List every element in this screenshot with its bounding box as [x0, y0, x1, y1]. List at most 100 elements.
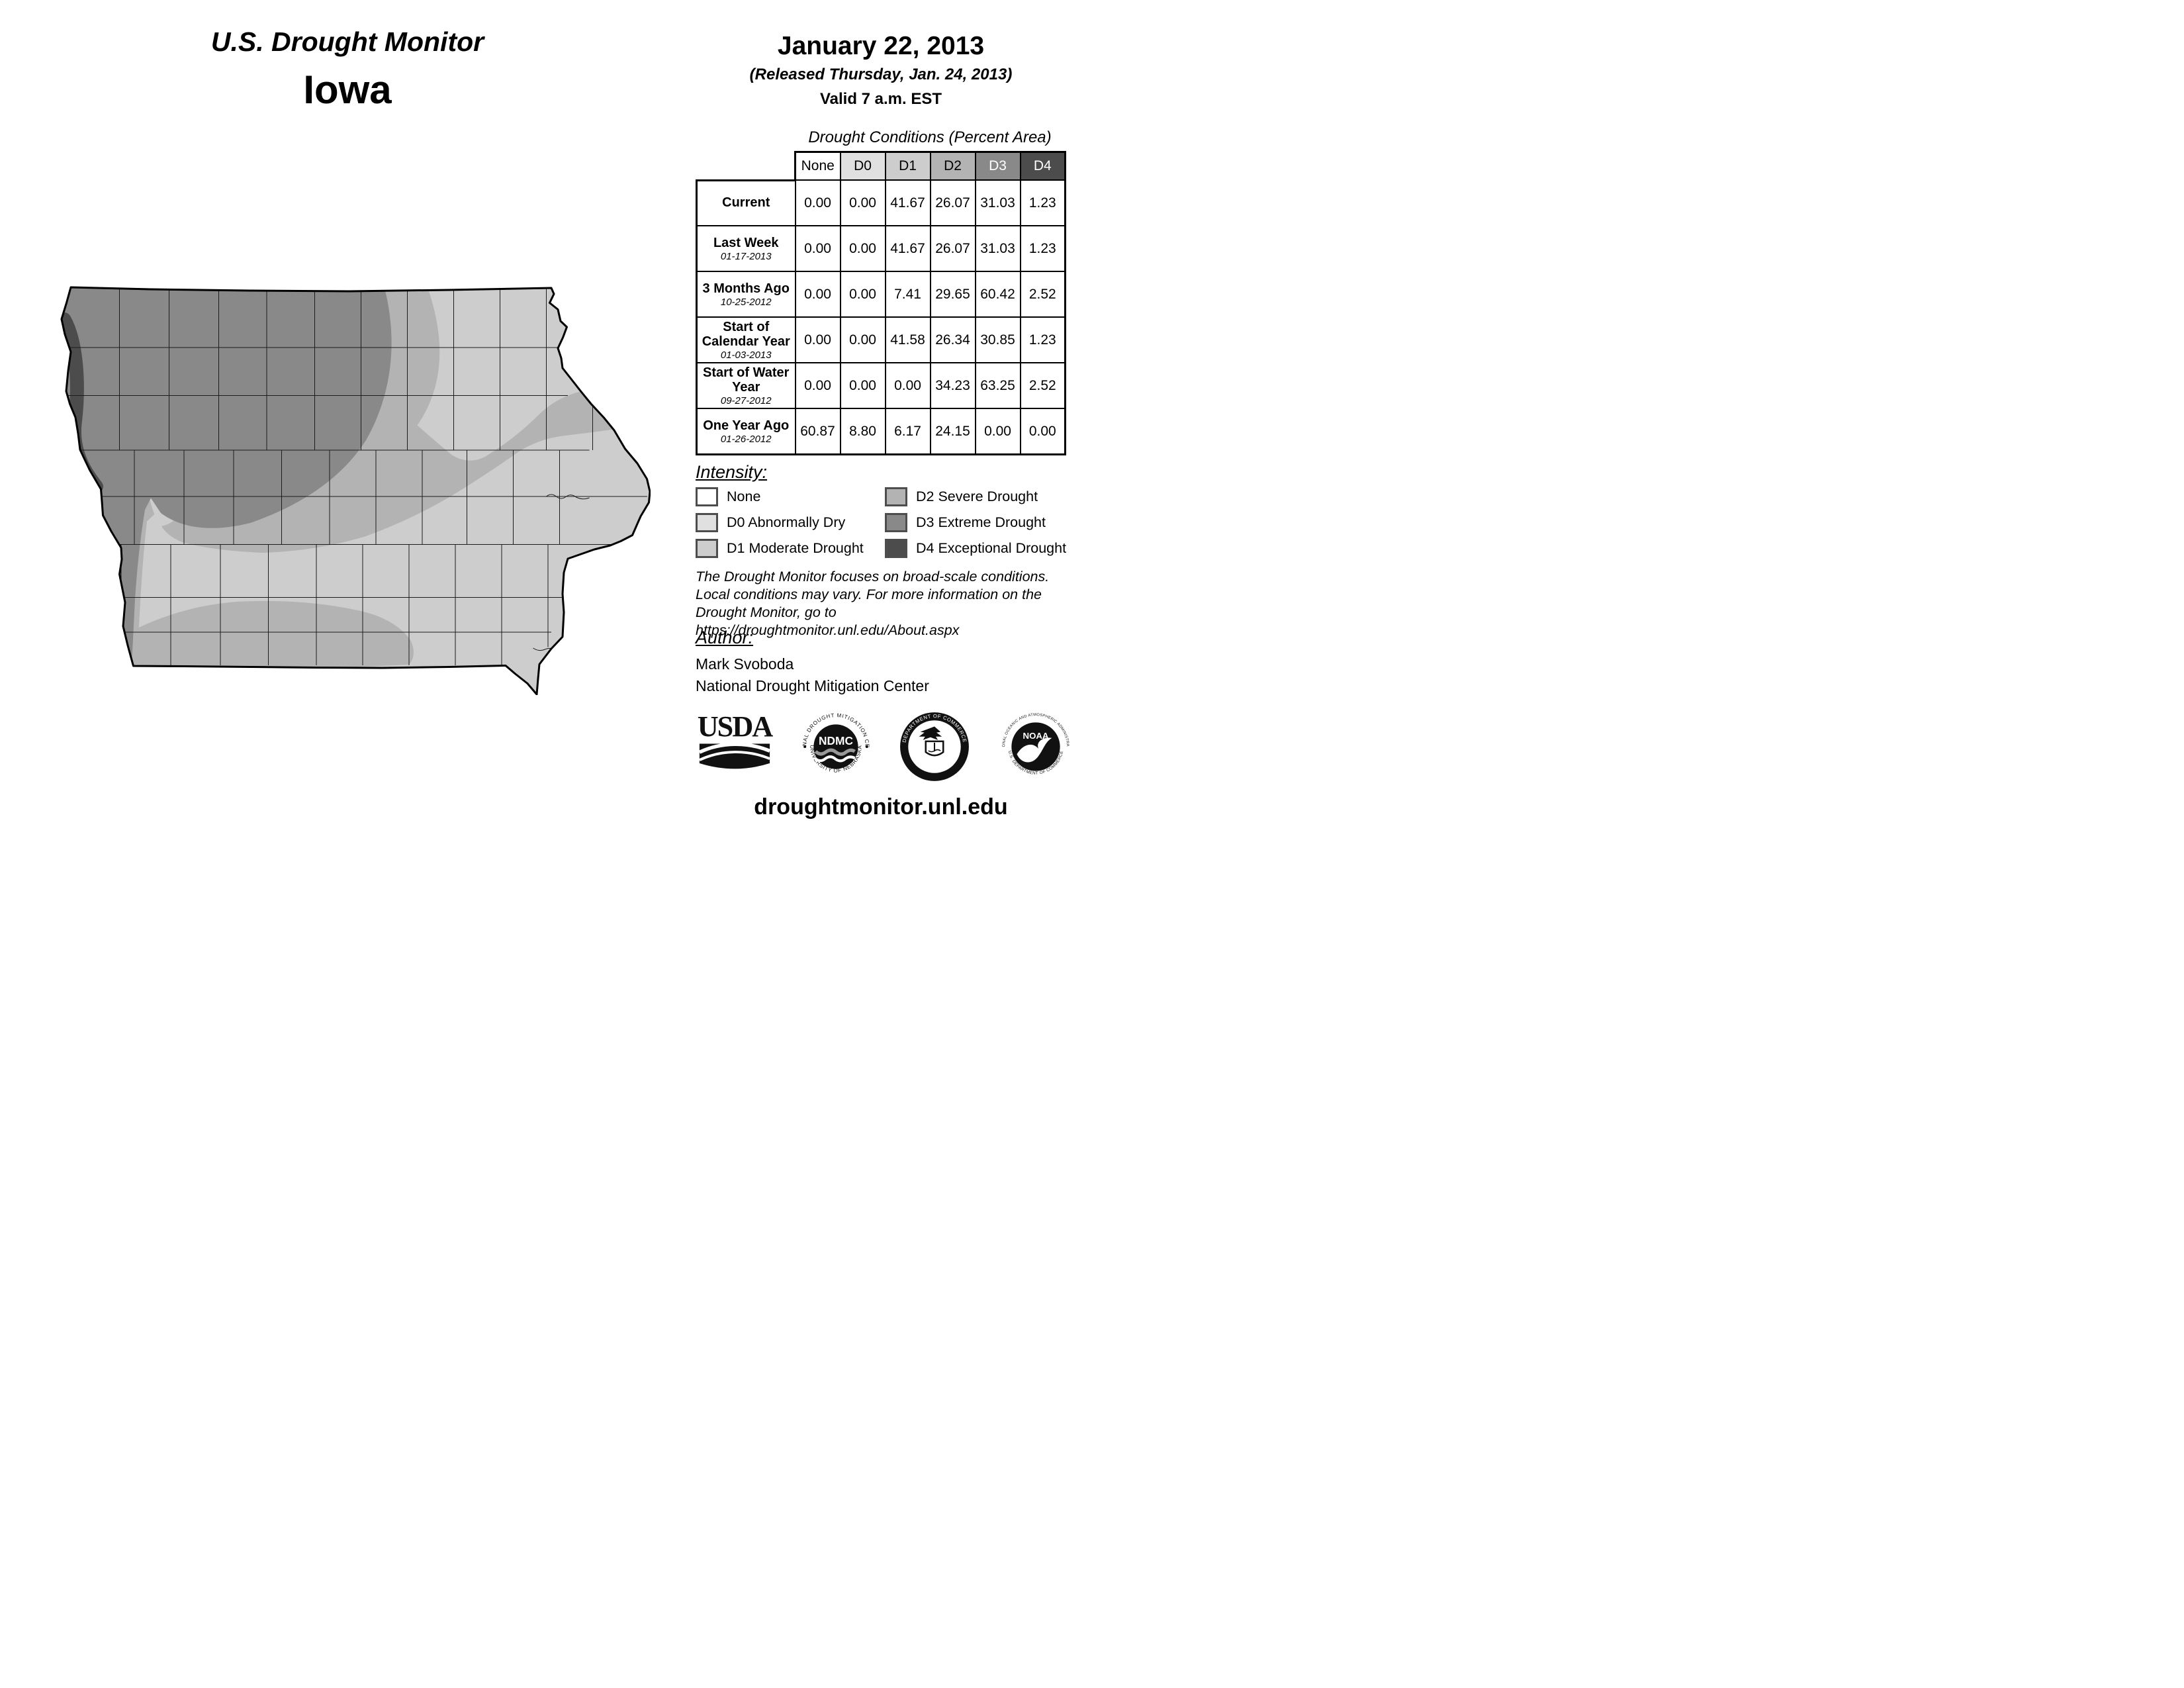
value-cell: 26.34: [929, 316, 976, 363]
author-label: Author:: [696, 628, 754, 647]
department-of-commerce-seal: DEPARTMENT OF COMMERCE UNITED STATES OF …: [897, 710, 972, 787]
map-date: January 22, 2013: [777, 32, 985, 60]
title-block: U.S. Drought Monitor Iowa: [0, 26, 695, 113]
value-cell: 0.00: [839, 225, 886, 272]
d0-swatch: [696, 513, 718, 532]
ndmc-wordmark: NDMC: [819, 734, 853, 747]
col-header-none: None: [794, 151, 841, 181]
none-swatch: [696, 487, 718, 506]
table-row: 3 Months Ago 10-25-2012 0.00 0.00 7.41 29…: [696, 271, 1066, 318]
value-cell: 0.00: [839, 316, 886, 363]
value-cell: 2.52: [1019, 271, 1066, 318]
value-cell: 31.03: [974, 225, 1021, 272]
value-cell: 0.00: [794, 225, 841, 272]
disclaimer-text: The Drought Monitor focuses on broad-sca…: [696, 569, 1050, 638]
value-cell: 60.87: [794, 408, 841, 455]
col-header-d0: D0: [839, 151, 886, 181]
d1-swatch: [696, 539, 718, 558]
legend-column-right: D2 Severe Drought D3 Extreme Drought D4 …: [885, 487, 1090, 564]
seagull-icon: [1017, 737, 1052, 763]
usda-wordmark: USDA: [698, 710, 774, 743]
value-cell: 30.85: [974, 316, 1021, 363]
agency-logos: USDA NATIONAL DROUGHT MITIGATION CENTER …: [696, 705, 1079, 787]
date-block: January 22, 2013 (Released Thursday, Jan…: [696, 32, 1066, 109]
value-cell: 1.23: [1019, 316, 1066, 363]
value-cell: 24.15: [929, 408, 976, 455]
value-cell: 0.00: [794, 362, 841, 409]
d2-swatch: [885, 487, 907, 506]
value-cell: 34.23: [929, 362, 976, 409]
row-label-start-calendar-year: Start of Calendar Year 01-03-2013: [696, 316, 796, 363]
value-cell: 63.25: [974, 362, 1021, 409]
table-row: Start of Water Year 09-27-2012 0.00 0.00 …: [696, 362, 1066, 409]
table-title: Drought Conditions (Percent Area): [808, 128, 1052, 146]
value-cell: 31.03: [974, 179, 1021, 226]
d2-south-sliver: [134, 600, 414, 667]
value-cell: 1.23: [1019, 225, 1066, 272]
value-cell: 26.07: [929, 179, 976, 226]
value-cell: 0.00: [839, 179, 886, 226]
value-cell: 41.58: [884, 316, 931, 363]
legend-item-d4: D4 Exceptional Drought: [885, 538, 1090, 559]
legend-item-d0: D0 Abnormally Dry: [696, 512, 882, 533]
author-organization: National Drought Mitigation Center: [696, 677, 929, 694]
d3-region: [62, 287, 392, 666]
value-cell: 0.00: [794, 316, 841, 363]
col-header-d1: D1: [884, 151, 931, 181]
value-cell: 0.00: [1019, 408, 1066, 455]
ndmc-logo: NATIONAL DROUGHT MITIGATION CENTER UNIVE…: [796, 705, 873, 787]
col-header-d2: D2: [929, 151, 976, 181]
value-cell: 2.52: [1019, 362, 1066, 409]
row-label-last-week: Last Week 01-17-2013: [696, 225, 796, 272]
report-title: U.S. Drought Monitor: [210, 26, 484, 57]
value-cell: 8.80: [839, 408, 886, 455]
value-cell: 41.67: [884, 225, 931, 272]
value-cell: 26.07: [929, 225, 976, 272]
noaa-logo: NATIONAL OCEANIC AND ATMOSPHERIC ADMINIS…: [997, 707, 1073, 787]
legend-title: Intensity:: [696, 462, 768, 482]
d4-swatch: [885, 539, 907, 558]
table-row: Start of Calendar Year 01-03-2013 0.00 0.…: [696, 316, 1066, 363]
valid-time: Valid 7 a.m. EST: [819, 90, 942, 108]
region-title: Iowa: [303, 68, 392, 112]
table-row: One Year Ago 01-26-2012 60.87 8.80 6.17 2…: [696, 408, 1066, 455]
value-cell: 60.42: [974, 271, 1021, 318]
value-cell: 0.00: [839, 362, 886, 409]
value-cell: 6.17: [884, 408, 931, 455]
col-header-d3: D3: [974, 151, 1021, 181]
iowa-drought-map: [52, 285, 651, 696]
website-url: droughtmonitor.unl.edu: [754, 794, 1008, 820]
legend-column-left: None D0 Abnormally Dry D1 Moderate Droug…: [696, 487, 882, 564]
row-label-current: Current: [696, 179, 796, 226]
author-name: Mark Svoboda: [696, 655, 794, 673]
usda-logo: USDA: [696, 710, 774, 784]
value-cell: 7.41: [884, 271, 931, 318]
value-cell: 1.23: [1019, 179, 1066, 226]
table-row: Last Week 01-17-2013 0.00 0.00 41.67 26.0…: [696, 225, 1066, 272]
value-cell: 41.67: [884, 179, 931, 226]
table-header-row: None D0 D1 D2 D3 D4: [696, 151, 1066, 181]
row-label-start-water-year: Start of Water Year 09-27-2012: [696, 362, 796, 409]
legend-item-none: None: [696, 487, 882, 507]
col-header-d4: D4: [1019, 151, 1066, 181]
row-label-3-months-ago: 3 Months Ago 10-25-2012: [696, 271, 796, 318]
legend-item-d1: D1 Moderate Drought: [696, 538, 882, 559]
eagle-icon: [919, 726, 942, 740]
value-cell: 0.00: [974, 408, 1021, 455]
shield-icon: [925, 740, 944, 757]
value-cell: 0.00: [794, 271, 841, 318]
value-cell: 29.65: [929, 271, 976, 318]
drought-monitor-report: U.S. Drought Monitor Iowa January 22, 20…: [0, 0, 1092, 844]
corner-cell: [696, 152, 796, 180]
legend-item-d3: D3 Extreme Drought: [885, 512, 1090, 533]
noaa-wordmark: NOAA: [1023, 731, 1049, 741]
table-row: Current 0.00 0.00 41.67 26.07 31.03 1.23: [696, 179, 1066, 226]
release-date: (Released Thursday, Jan. 24, 2013): [749, 66, 1013, 83]
row-label-one-year-ago: One Year Ago 01-26-2012: [696, 408, 796, 455]
value-cell: 0.00: [884, 362, 931, 409]
drought-conditions-table: None D0 D1 D2 D3 D4 Current 0.00 0.00 41…: [696, 151, 1066, 455]
d3-swatch: [885, 513, 907, 532]
value-cell: 0.00: [794, 179, 841, 226]
legend-item-d2: D2 Severe Drought: [885, 487, 1090, 507]
value-cell: 0.00: [839, 271, 886, 318]
